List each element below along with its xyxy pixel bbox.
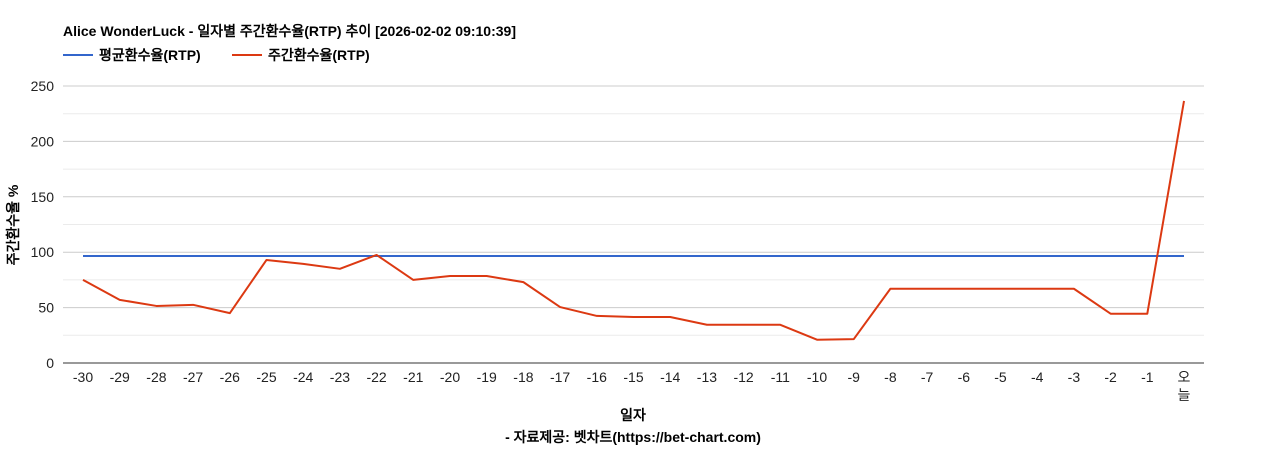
x-tick-label: -26: [220, 369, 240, 385]
x-tick-label: -17: [550, 369, 570, 385]
y-tick-label: 0: [46, 355, 54, 371]
x-tick-label: -29: [110, 369, 130, 385]
legend-label-avg: 평균환수율(RTP): [99, 47, 201, 63]
x-axis-label: 일자: [620, 407, 646, 423]
y-tick-label: 100: [31, 244, 55, 260]
x-tick-label: -20: [440, 369, 460, 385]
y-tick-label: 200: [31, 133, 55, 149]
x-tick-label: -14: [660, 369, 680, 385]
y-axis-label: 주간환수율 %: [5, 184, 21, 265]
footer-source: - 자료제공: 벳차트(https://bet-chart.com): [505, 429, 761, 445]
chart-title: Alice WonderLuck - 일자별 주간환수율(RTP) 추이 [20…: [63, 23, 516, 39]
x-tick-label: -28: [146, 369, 166, 385]
x-tick-label: -27: [183, 369, 203, 385]
legend-label-weekly: 주간환수율(RTP): [268, 47, 370, 63]
x-tick-label: -3: [1068, 369, 1081, 385]
x-tick-label: -15: [623, 369, 643, 385]
x-tick-label: -12: [733, 369, 753, 385]
x-tick-label: -24: [293, 369, 313, 385]
x-tick-label: -13: [697, 369, 717, 385]
x-tick-label: -11: [771, 369, 790, 385]
x-tick-label: -30: [73, 369, 93, 385]
y-tick-label: 150: [31, 189, 55, 205]
x-tick-label: -1: [1141, 369, 1154, 385]
x-tick-label: -22: [366, 369, 386, 385]
x-tick-label: 늘: [1178, 387, 1191, 403]
x-tick-label: -4: [1031, 369, 1044, 385]
y-tick-label: 250: [31, 78, 55, 94]
x-tick-label: -16: [587, 369, 607, 385]
x-tick-label: -25: [256, 369, 276, 385]
x-tick-label: -6: [958, 369, 971, 385]
series-line-weekly: [82, 100, 1185, 341]
legend: 평균환수율(RTP) 주간환수율(RTP): [63, 47, 370, 63]
x-tick-label: -18: [513, 369, 533, 385]
x-tick-label: -19: [477, 369, 497, 385]
x-tick-label: 오: [1178, 369, 1191, 385]
x-tick-label: -10: [807, 369, 827, 385]
x-tick-label: -23: [330, 369, 350, 385]
x-tick-label: -21: [403, 369, 423, 385]
y-tick-label: 50: [38, 300, 54, 316]
x-tick-label: -8: [884, 369, 897, 385]
x-tick-label: -5: [994, 369, 1007, 385]
x-tick-label: -2: [1104, 369, 1117, 385]
x-tick-label: -7: [921, 369, 934, 385]
x-tick-label: -9: [847, 369, 860, 385]
